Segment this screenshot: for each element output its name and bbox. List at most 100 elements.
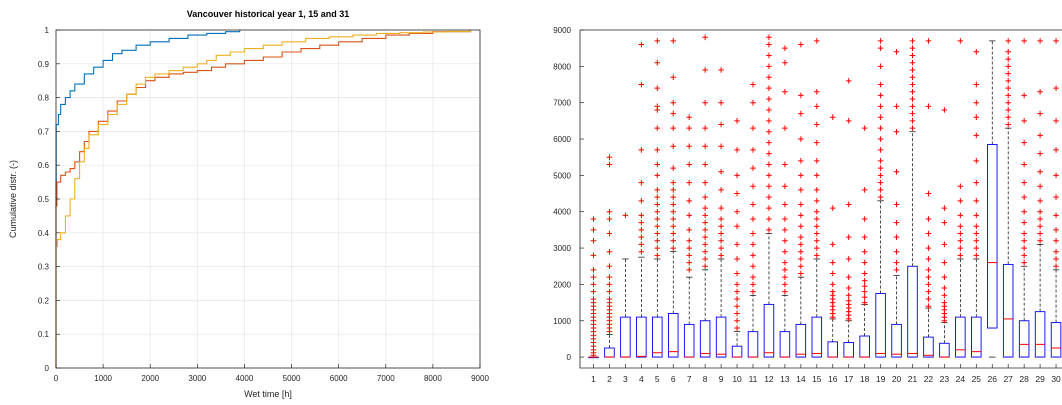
box-outlier xyxy=(957,237,964,244)
box-outlier xyxy=(1005,63,1011,70)
box-outlier xyxy=(606,208,613,215)
box-outlier xyxy=(1021,259,1027,266)
box-outlier xyxy=(829,114,836,121)
box-outlier xyxy=(957,223,964,230)
box-outlier xyxy=(702,234,708,240)
box-outlier xyxy=(654,103,661,110)
box-x-tick-label: 1 xyxy=(591,374,596,384)
cdf-x-tick-label: 7000 xyxy=(377,374,395,383)
box-x-tick-label: 16 xyxy=(828,374,838,384)
box-outlier xyxy=(638,198,645,204)
box-outlier xyxy=(622,212,629,219)
box-outlier xyxy=(702,241,708,248)
box-outlier xyxy=(606,274,613,280)
cdf-title: Vancouver historical year 1, 15 and 31 xyxy=(187,9,350,19)
box-outlier xyxy=(973,49,980,55)
box-outlier xyxy=(845,297,852,304)
box-outlier xyxy=(829,281,836,288)
box-outlier xyxy=(845,78,852,84)
box-outlier xyxy=(734,208,740,215)
box-outlier xyxy=(973,212,980,219)
box-outlier xyxy=(718,216,724,222)
box-outlier xyxy=(1053,38,1059,44)
box-outlier xyxy=(1037,183,1043,190)
box-outlier xyxy=(1053,256,1059,262)
box-outlier xyxy=(1005,70,1011,77)
box-outlier xyxy=(1037,216,1043,222)
box-outlier xyxy=(750,147,756,153)
box-y-tick-label: 3000 xyxy=(553,244,571,253)
box-outlier xyxy=(1037,168,1043,175)
box-outlier xyxy=(877,136,884,142)
box-outlier xyxy=(877,103,884,110)
box-outlier xyxy=(973,237,980,244)
box-outlier xyxy=(973,114,980,121)
cdf-series-line-3 xyxy=(55,30,472,368)
box-y-tick-label: 4000 xyxy=(553,208,571,217)
box-outlier xyxy=(766,52,772,59)
box-outlier xyxy=(973,245,980,251)
box-x-tick-label: 29 xyxy=(1035,374,1045,384)
box-outlier xyxy=(654,161,661,168)
box-outlier xyxy=(1037,150,1043,157)
box-outlier xyxy=(1005,99,1011,106)
cdf-y-tick-label: 1 xyxy=(45,26,50,35)
box-iqr xyxy=(987,144,998,329)
box-outlier xyxy=(638,241,645,248)
box-outlier xyxy=(1053,194,1059,200)
box-outlier xyxy=(861,277,868,284)
box-outlier xyxy=(814,237,820,244)
box-outlier xyxy=(893,201,900,208)
box-iqr xyxy=(955,316,966,358)
box-outlier xyxy=(718,121,724,128)
box-iqr xyxy=(923,336,934,358)
box-outlier xyxy=(718,205,724,211)
cdf-x-tick-label: 1000 xyxy=(94,374,112,383)
box-outlier xyxy=(957,212,964,219)
cdf-y-tick-label: 0.9 xyxy=(38,60,50,69)
box-outlier xyxy=(909,81,916,88)
box-outlier xyxy=(1021,252,1027,259)
box-outlier xyxy=(686,143,692,150)
box-outlier xyxy=(734,172,740,179)
box-outlier xyxy=(670,216,677,222)
box-iqr xyxy=(1034,311,1046,358)
box-outlier xyxy=(893,259,900,266)
box-outlier xyxy=(606,296,613,302)
box-outlier xyxy=(909,110,916,117)
box-outlier xyxy=(925,216,932,222)
box-outlier xyxy=(750,165,756,171)
box-outlier xyxy=(750,201,756,208)
box-x-tick-label: 11 xyxy=(749,374,758,384)
box-outlier xyxy=(702,194,708,200)
box-outlier xyxy=(925,281,932,288)
box-axes-frame xyxy=(579,29,1062,369)
box-iqr xyxy=(715,316,727,358)
box-outlier xyxy=(702,99,708,106)
box-outlier xyxy=(654,147,661,153)
box-outlier xyxy=(814,252,820,259)
box-outlier xyxy=(877,63,884,70)
box-x-tick-label: 9 xyxy=(719,374,724,384)
box-outlier xyxy=(718,245,724,251)
box-outlier xyxy=(877,81,884,88)
box-outlier xyxy=(606,288,613,295)
box-outlier xyxy=(814,158,820,164)
box-outlier xyxy=(798,201,804,208)
box-outlier xyxy=(877,165,884,171)
box-outlier xyxy=(750,263,756,270)
box-x-tick-label: 2 xyxy=(607,374,612,384)
box-outlier xyxy=(861,294,868,300)
box-outlier xyxy=(670,230,677,237)
box-outlier xyxy=(702,161,708,168)
cdf-x-ticks: 0 1000 2000 3000 4000 5000 6000 7000 8000 9000 xyxy=(54,364,489,383)
box-outlier xyxy=(654,194,661,200)
box-outlier xyxy=(973,198,980,204)
box-outlier xyxy=(973,223,980,230)
cdf-x-tick-label: 0 xyxy=(54,374,59,383)
cdf-y-tick-label: 0 xyxy=(45,364,50,373)
box-outlier xyxy=(750,99,756,106)
box-outlier xyxy=(814,38,820,44)
box-outlier xyxy=(654,38,661,44)
box-outlier xyxy=(638,234,645,240)
